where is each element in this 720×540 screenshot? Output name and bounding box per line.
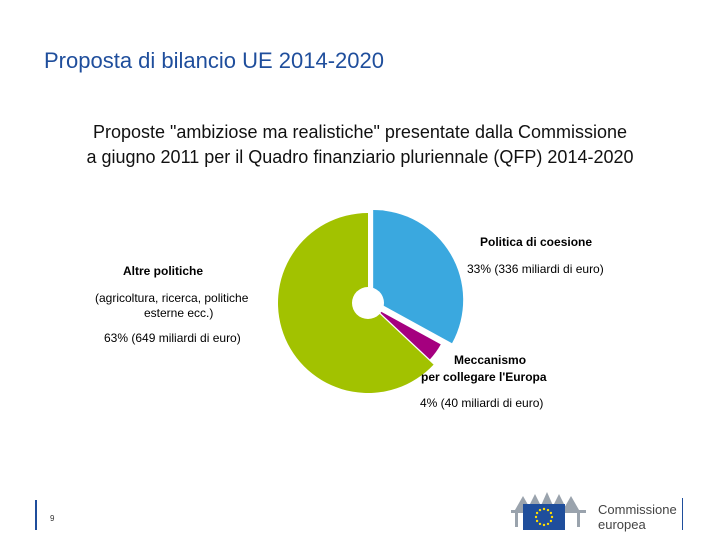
slice-label-altre-detail-1: (agricoltura, ricerca, politiche [95,291,249,305]
slide-subtitle: Proposte "ambiziose ma realistiche" pres… [20,120,700,170]
slice-label-meccanismo-name-1: Meccanismo [454,353,527,367]
slice-label-meccanismo-name-2: per collegare l'Europa [421,370,547,384]
ec-logo-line-2: europea [598,517,646,532]
page-number: 9 [50,514,55,523]
eu-star-icon [535,519,539,523]
footer-accent-bar [35,500,37,530]
eu-star-icon [549,511,553,515]
slice-label-coesione-name: Politica di coesione [480,235,593,249]
slice-label-altre-name: Altre politiche [123,264,204,278]
slice-label-altre-detail-2: esterne ecc.) [144,306,214,320]
ec-logo-line-1: Commissione [598,502,677,517]
slide-title: Proposta di bilancio UE 2014-2020 [44,48,385,73]
eu-star-icon [550,515,554,519]
ec-logo-icon [511,492,586,530]
slice-label-altre-value: 63% (649 miliardi di euro) [104,331,241,345]
logo-divider [682,498,683,530]
eu-star-icon [534,515,538,519]
eu-star-icon [538,522,542,526]
subtitle-line-2: a giugno 2011 per il Quadro finanziario … [86,147,634,167]
eu-star-icon [538,508,542,512]
pie-center-hole [352,287,384,319]
ec-logo-text: Commissione europea [598,502,677,532]
eu-star-icon [542,507,546,511]
eu-star-icon [546,522,550,526]
slice-label-coesione-value: 33% (336 miliardi di euro) [467,262,604,276]
slice-label-meccanismo-value: 4% (40 miliardi di euro) [420,396,544,410]
pie-slice-coesione [373,209,464,344]
pie-slice-meccanismo [376,308,441,360]
eu-star-icon [549,519,553,523]
subtitle-line-1: Proposte "ambiziose ma realistiche" pres… [92,122,628,142]
eu-star-icon [535,511,539,515]
eu-star-icon [542,523,546,527]
eu-star-icon [546,508,550,512]
